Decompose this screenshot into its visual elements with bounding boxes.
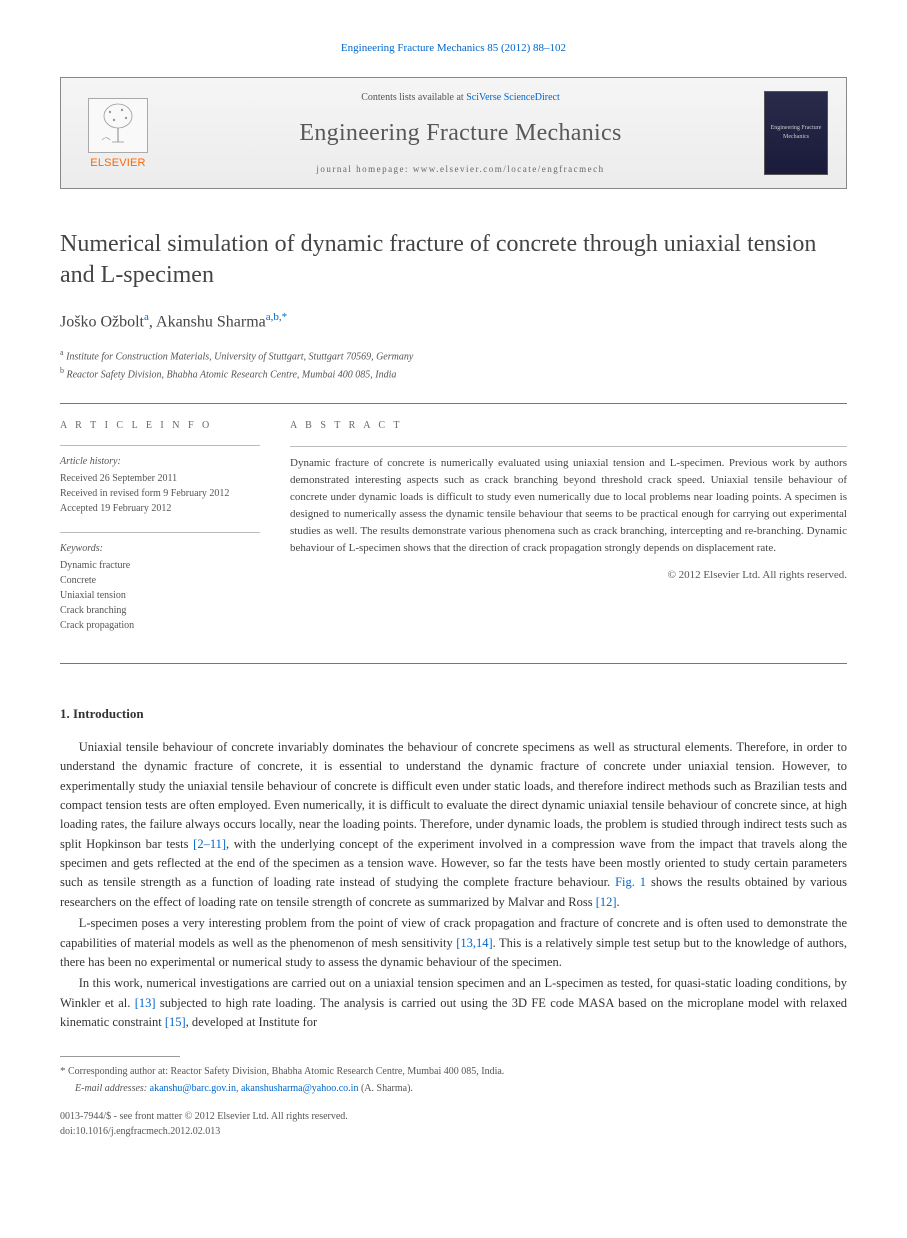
email-suffix: (A. Sharma). bbox=[361, 1083, 413, 1094]
aff-a-text: Institute for Construction Materials, Un… bbox=[66, 351, 413, 362]
cite-13-14[interactable]: [13,14] bbox=[456, 936, 492, 950]
corresponding-author-note: * Corresponding author at: Reactor Safet… bbox=[60, 1063, 847, 1081]
cite-2-11[interactable]: [2–11] bbox=[193, 837, 226, 851]
footnotes-block: * Corresponding author at: Reactor Safet… bbox=[60, 1063, 847, 1097]
affiliations: a Institute for Construction Materials, … bbox=[60, 347, 847, 384]
p1-seg-a: Uniaxial tensile behaviour of concrete i… bbox=[60, 740, 847, 851]
divider-bottom bbox=[60, 663, 847, 664]
keyword-2: Concrete bbox=[60, 573, 260, 588]
running-header: Engineering Fracture Mechanics 85 (2012)… bbox=[60, 40, 847, 57]
journal-center-block: Contents lists available at SciVerse Sci… bbox=[157, 90, 764, 177]
abstract-divider bbox=[290, 446, 847, 447]
email-label: E-mail addresses: bbox=[75, 1083, 147, 1094]
homepage-url[interactable]: www.elsevier.com/locate/engfracmech bbox=[413, 164, 605, 174]
contents-available-line: Contents lists available at SciVerse Sci… bbox=[177, 90, 744, 105]
keyword-4: Crack branching bbox=[60, 603, 260, 618]
journal-homepage: journal homepage: www.elsevier.com/locat… bbox=[177, 163, 744, 177]
journal-name: Engineering Fracture Mechanics bbox=[177, 115, 744, 151]
section-1-body: Uniaxial tensile behaviour of concrete i… bbox=[60, 738, 847, 1033]
abstract-column: A B S T R A C T Dynamic fracture of conc… bbox=[290, 418, 847, 649]
keyword-1: Dynamic fracture bbox=[60, 558, 260, 573]
history-received: Received 26 September 2011 bbox=[60, 471, 260, 486]
history-revised: Received in revised form 9 February 2012 bbox=[60, 486, 260, 501]
fig-1-ref[interactable]: Fig. 1 bbox=[615, 875, 646, 889]
keywords-block: Keywords: Dynamic fracture Concrete Unia… bbox=[60, 541, 260, 633]
intro-paragraph-2: L-specimen poses a very interesting prob… bbox=[60, 914, 847, 972]
abstract-copyright: © 2012 Elsevier Ltd. All rights reserved… bbox=[290, 567, 847, 584]
aff-b-text: Reactor Safety Division, Bhabha Atomic R… bbox=[67, 369, 397, 380]
section-1-title: 1. Introduction bbox=[60, 704, 847, 724]
sciencedirect-link[interactable]: SciVerse ScienceDirect bbox=[466, 92, 560, 103]
article-info-head: A R T I C L E I N F O bbox=[60, 418, 260, 433]
elsevier-tree-icon bbox=[88, 98, 148, 153]
intro-paragraph-1: Uniaxial tensile behaviour of concrete i… bbox=[60, 738, 847, 912]
footnote-separator bbox=[60, 1056, 180, 1057]
info-divider-1 bbox=[60, 445, 260, 446]
issn-line: 0013-7944/$ - see front matter © 2012 El… bbox=[60, 1109, 847, 1124]
corr-mark: * bbox=[60, 1065, 66, 1077]
email-line: E-mail addresses: akanshu@barc.gov.in, a… bbox=[60, 1081, 847, 1097]
p3-seg-c: , developed at Institute for bbox=[186, 1015, 318, 1029]
aff-a-mark: a bbox=[60, 348, 64, 357]
author-2-name: Akanshu Sharma bbox=[156, 314, 266, 331]
homepage-label: journal homepage: bbox=[316, 164, 409, 174]
article-title: Numerical simulation of dynamic fracture… bbox=[60, 229, 847, 291]
aff-b-mark: b bbox=[60, 366, 64, 375]
journal-masthead: ELSEVIER Contents lists available at Sci… bbox=[60, 77, 847, 190]
intro-paragraph-3: In this work, numerical investigations a… bbox=[60, 974, 847, 1032]
author-1-name: Joško Ožbolt bbox=[60, 314, 144, 331]
abstract-text: Dynamic fracture of concrete is numerica… bbox=[290, 455, 847, 557]
keywords-head: Keywords: bbox=[60, 541, 260, 556]
author-list: Joško Ožbolta, Akanshu Sharmaa,b,* bbox=[60, 309, 847, 334]
corr-text: Corresponding author at: Reactor Safety … bbox=[68, 1066, 504, 1077]
article-history-block: Article history: Received 26 September 2… bbox=[60, 454, 260, 516]
info-abstract-row: A R T I C L E I N F O Article history: R… bbox=[60, 418, 847, 649]
affiliation-a: a Institute for Construction Materials, … bbox=[60, 347, 847, 365]
cite-15[interactable]: [15] bbox=[165, 1015, 186, 1029]
history-accepted: Accepted 19 February 2012 bbox=[60, 501, 260, 516]
cite-12[interactable]: [12] bbox=[596, 895, 617, 909]
doi-line: doi:10.1016/j.engfracmech.2012.02.013 bbox=[60, 1124, 847, 1139]
doi-block: 0013-7944/$ - see front matter © 2012 El… bbox=[60, 1109, 847, 1139]
abstract-head: A B S T R A C T bbox=[290, 418, 847, 434]
info-divider-2 bbox=[60, 532, 260, 533]
author-1-marks: a bbox=[144, 311, 149, 323]
publisher-name: ELSEVIER bbox=[90, 155, 145, 172]
article-info-column: A R T I C L E I N F O Article history: R… bbox=[60, 418, 260, 649]
cite-13[interactable]: [13] bbox=[135, 996, 156, 1010]
affiliation-b: b Reactor Safety Division, Bhabha Atomic… bbox=[60, 365, 847, 383]
contents-prefix: Contents lists available at bbox=[361, 92, 463, 103]
email-2[interactable]: akanshusharma@yahoo.co.in bbox=[241, 1083, 359, 1094]
keyword-3: Uniaxial tension bbox=[60, 588, 260, 603]
p1-seg-d: . bbox=[617, 895, 620, 909]
author-2-marks: a,b,* bbox=[266, 311, 287, 323]
publisher-logo: ELSEVIER bbox=[79, 94, 157, 172]
history-head: Article history: bbox=[60, 454, 260, 469]
journal-cover-thumbnail: Engineering Fracture Mechanics bbox=[764, 91, 828, 175]
divider-top bbox=[60, 403, 847, 404]
email-1[interactable]: akanshu@barc.gov.in bbox=[150, 1083, 236, 1094]
keyword-5: Crack propagation bbox=[60, 618, 260, 633]
